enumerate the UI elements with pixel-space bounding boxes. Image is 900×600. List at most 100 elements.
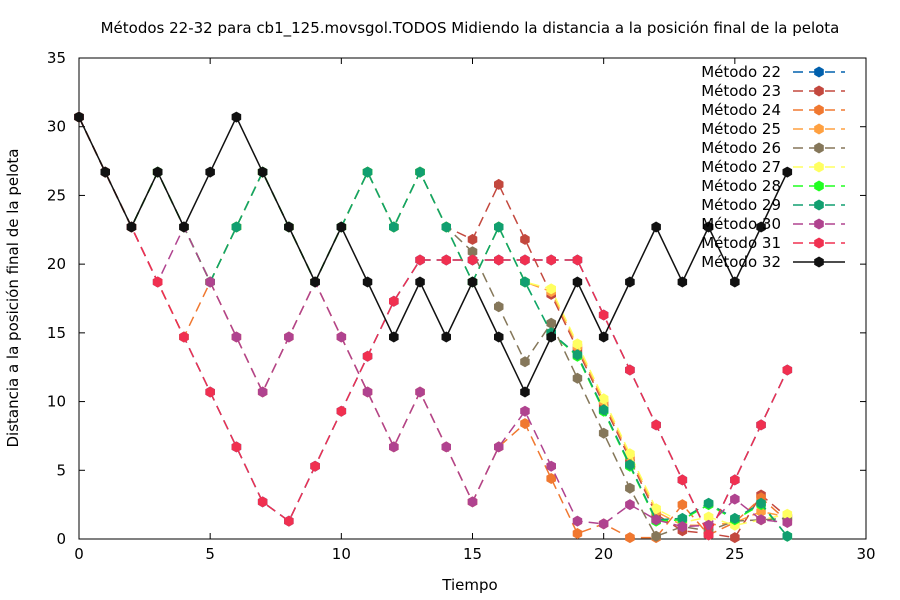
legend-swatch-marker xyxy=(814,180,824,192)
data-point xyxy=(756,497,766,509)
legend-label: Método 26 xyxy=(701,139,781,157)
data-point xyxy=(730,276,740,288)
legend-swatch-marker xyxy=(814,218,824,230)
data-point xyxy=(651,221,661,233)
data-point xyxy=(677,276,688,288)
legend-swatch-marker xyxy=(814,237,824,249)
data-point xyxy=(730,532,740,544)
data-point xyxy=(730,493,740,505)
x-tick-label: 25 xyxy=(725,545,744,563)
y-tick-label: 30 xyxy=(47,118,66,136)
data-point xyxy=(572,349,583,361)
legend-swatch-marker xyxy=(814,256,824,268)
data-point xyxy=(467,276,478,288)
data-point xyxy=(231,221,242,233)
data-point xyxy=(415,166,425,178)
y-tick-label: 0 xyxy=(56,530,66,548)
data-point xyxy=(756,221,766,233)
data-point xyxy=(520,233,530,245)
data-point xyxy=(415,254,425,266)
data-point xyxy=(179,331,189,343)
data-point xyxy=(546,460,556,472)
y-axis-label: Distancia a la posición final de la pelo… xyxy=(4,148,22,447)
data-point xyxy=(625,448,635,460)
data-point xyxy=(730,474,740,486)
data-point xyxy=(231,331,242,343)
data-point xyxy=(572,338,583,350)
y-tick-label: 20 xyxy=(47,255,66,273)
data-point xyxy=(546,283,556,295)
data-point xyxy=(677,499,688,511)
legend-label: Método 29 xyxy=(701,196,781,214)
series-layer xyxy=(74,111,793,544)
data-point xyxy=(520,276,530,288)
data-point xyxy=(572,528,583,539)
series-método-32 xyxy=(74,111,793,398)
data-point xyxy=(441,331,451,343)
data-point xyxy=(494,221,504,233)
data-point xyxy=(520,405,530,417)
legend-label: Método 32 xyxy=(701,253,781,271)
x-tick-label: 5 xyxy=(205,545,215,563)
legend-label: Método 31 xyxy=(701,234,781,252)
data-point xyxy=(520,386,530,398)
legend-swatch-marker xyxy=(814,161,824,173)
data-point xyxy=(782,517,793,528)
x-tick-label: 30 xyxy=(856,545,875,563)
data-point xyxy=(651,514,661,526)
data-point xyxy=(598,309,609,321)
data-point xyxy=(231,111,242,123)
data-point xyxy=(100,166,110,178)
data-point xyxy=(651,503,661,515)
legend-label: Método 30 xyxy=(701,215,781,233)
data-point xyxy=(598,331,609,343)
series-line xyxy=(78,116,788,537)
legend-swatch-marker xyxy=(814,104,824,116)
data-point xyxy=(205,166,215,178)
data-point xyxy=(703,221,714,233)
data-point xyxy=(782,530,793,542)
data-point xyxy=(625,459,635,471)
data-point xyxy=(310,276,320,288)
legend-label: Método 22 xyxy=(701,63,781,81)
x-tick-label: 10 xyxy=(332,545,351,563)
x-axis-label: Tiempo xyxy=(441,576,497,594)
data-point xyxy=(703,511,714,523)
data-point xyxy=(205,386,215,398)
y-tick-label: 10 xyxy=(47,393,66,411)
data-point xyxy=(284,331,294,343)
data-point xyxy=(152,276,163,288)
data-point xyxy=(782,166,793,178)
data-point xyxy=(310,460,320,472)
data-point xyxy=(362,276,373,288)
data-point xyxy=(441,441,451,453)
data-point xyxy=(152,166,163,178)
data-point xyxy=(546,254,556,266)
data-point xyxy=(389,295,399,307)
y-tick-label: 15 xyxy=(47,324,66,342)
legend-label: Método 25 xyxy=(701,120,781,138)
y-tick-label: 5 xyxy=(56,461,66,479)
legend-label: Método 27 xyxy=(701,158,781,176)
data-point xyxy=(389,441,399,453)
data-point xyxy=(231,441,242,453)
data-point xyxy=(389,331,399,343)
data-point xyxy=(257,166,268,178)
data-point xyxy=(546,331,556,343)
series-line xyxy=(78,116,788,537)
data-point xyxy=(756,514,766,526)
data-point xyxy=(572,372,583,384)
data-point xyxy=(336,221,347,233)
data-point xyxy=(336,331,347,343)
series-método-25 xyxy=(74,111,793,531)
data-point xyxy=(598,393,609,405)
data-point xyxy=(546,317,556,329)
series-line xyxy=(78,116,788,527)
data-point xyxy=(415,276,425,288)
series-line xyxy=(78,116,788,539)
series-line xyxy=(78,116,788,537)
data-point xyxy=(441,254,451,266)
data-point xyxy=(494,178,504,190)
data-point xyxy=(625,499,635,511)
